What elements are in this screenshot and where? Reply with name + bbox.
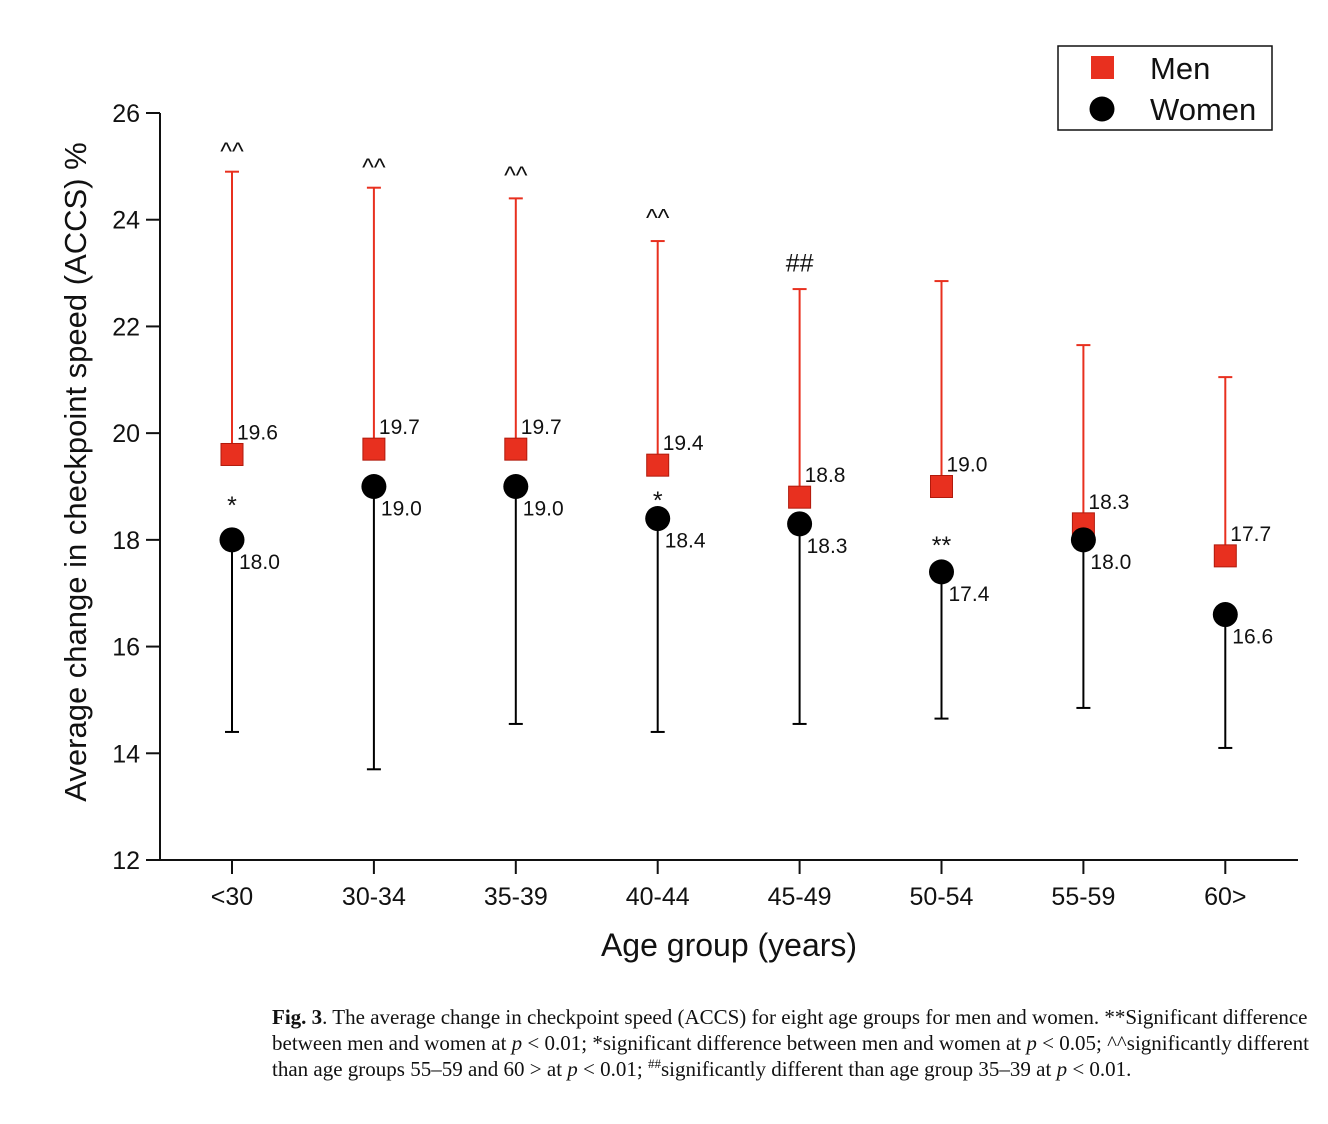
men-marker: [362, 437, 386, 461]
men-value-label: 17.7: [1230, 523, 1271, 546]
legend-women-marker: [1089, 96, 1115, 122]
legend: Men Women: [1057, 45, 1273, 131]
error-bars: [225, 170, 1233, 771]
men-value-label: 19.6: [237, 421, 278, 444]
men-value-label: 18.3: [1088, 491, 1129, 514]
axes: 12 14 16 18 20 22 24 26 <30 30-34 35-39 40-44 45-49 5…: [58, 100, 1298, 963]
women-value-label: 19.0: [381, 498, 422, 521]
caption-p1: p: [511, 1031, 523, 1055]
x-tick-label: 55-59: [1051, 883, 1115, 911]
caption-p4: p: [1056, 1057, 1068, 1081]
chart: 12 14 16 18 20 22 24 26 <30 30-34 35-39 40-44 45-49 5…: [58, 45, 1298, 963]
women-marker: [1070, 527, 1096, 553]
significance-mark: ^^: [646, 204, 670, 232]
men-marker: [788, 485, 812, 509]
women-value-label: 18.0: [1090, 551, 1131, 574]
women-marker: [645, 506, 671, 532]
legend-men-marker: [1091, 56, 1114, 79]
men-value-label: 19.0: [947, 454, 988, 477]
women-marker: [787, 511, 813, 537]
y-tick-label: 22: [112, 313, 140, 341]
significance-mark: ^^: [504, 161, 528, 189]
men-marker: [504, 437, 528, 461]
significance-mark: ^^: [362, 153, 386, 181]
men-marker: [646, 453, 670, 477]
caption-fig-label: Fig. 3: [272, 1005, 323, 1029]
caption-text-5: significantly different than age group 3…: [660, 1057, 1057, 1081]
x-tick-label: <30: [211, 883, 253, 911]
women-value-label: 16.6: [1232, 626, 1273, 649]
women-marker: [1212, 602, 1238, 628]
significance-mark: *: [653, 487, 663, 515]
legend-women-label: Women: [1150, 92, 1256, 127]
x-tick-label: 40-44: [626, 883, 690, 911]
y-tick-label: 18: [112, 527, 140, 555]
women-marker: [361, 474, 387, 499]
men-value-label: 18.8: [805, 464, 846, 487]
x-axis-title: Age group (years): [601, 927, 857, 963]
y-tick-label: 24: [112, 207, 140, 235]
caption-text-4: < 0.01;: [577, 1057, 648, 1081]
men-marker: [1213, 544, 1237, 568]
x-tick-label: 45-49: [768, 883, 832, 911]
x-tick-label: 35-39: [484, 883, 548, 911]
legend-men-label: Men: [1150, 51, 1210, 86]
y-tick-label: 20: [112, 420, 140, 448]
women-value-label: 18.3: [807, 535, 848, 558]
significance-mark: ^^: [220, 137, 244, 165]
x-tick-label: 60>: [1204, 883, 1246, 911]
data-labels: 19.6 18.0 19.7 19.0 19.7 19.0 19.4 18.4 18.8 18.3…: [237, 416, 1273, 648]
men-marker: [220, 442, 244, 466]
caption-text-1: . The average change in checkpoint speed…: [272, 1005, 1308, 1055]
caption-p2: p: [1026, 1031, 1037, 1055]
women-value-label: 18.0: [239, 551, 280, 574]
caption-text-2: < 0.01; *significant difference between …: [522, 1031, 1027, 1055]
significance-annotations: ^^^^ ^^^^##* ***: [220, 137, 951, 560]
women-marker: [929, 559, 954, 585]
markers: [219, 437, 1238, 628]
caption-text-6: < 0.01.: [1067, 1057, 1132, 1081]
y-tick-label: 16: [112, 634, 140, 662]
y-tick-label: 12: [112, 847, 140, 875]
men-value-label: 19.4: [663, 432, 704, 455]
y-tick-label: 26: [112, 100, 140, 128]
figure-caption: Fig. 3. The average change in checkpoint…: [272, 1004, 1312, 1082]
women-marker: [503, 474, 529, 499]
caption-sup: ##: [647, 1056, 661, 1071]
men-value-label: 19.7: [379, 416, 420, 439]
women-value-label: 18.4: [665, 530, 706, 553]
caption-text-3: < 0.05; ^^significantly different than a…: [272, 1031, 1309, 1081]
caption-p3: p: [567, 1057, 578, 1081]
women-value-label: 17.4: [949, 583, 990, 606]
x-tick-label: 30-34: [342, 883, 406, 911]
significance-mark: **: [932, 532, 952, 560]
y-axis-title: Average change in checkpoint speed (ACCS…: [58, 142, 93, 801]
men-marker: [930, 475, 953, 498]
women-value-label: 19.0: [523, 498, 564, 521]
men-value-label: 19.7: [521, 416, 562, 439]
significance-mark: ##: [786, 249, 814, 277]
y-tick-label: 14: [112, 740, 140, 768]
significance-mark: *: [227, 492, 237, 520]
x-tick-label: 50-54: [910, 883, 974, 911]
women-marker: [219, 527, 245, 553]
